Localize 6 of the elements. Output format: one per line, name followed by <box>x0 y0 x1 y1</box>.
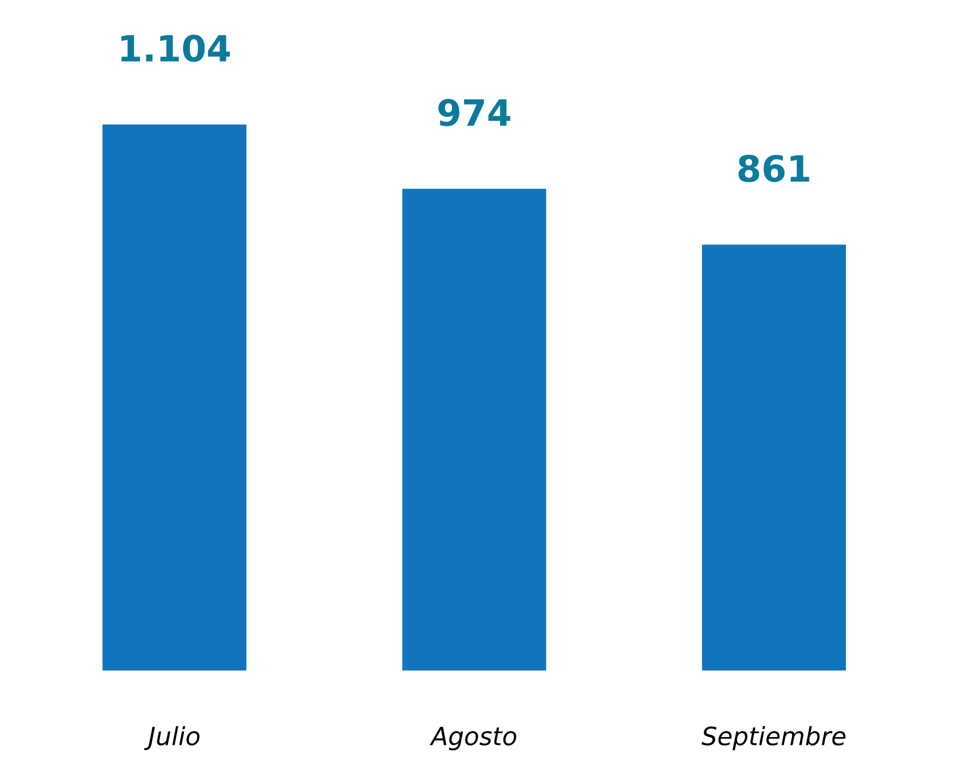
data-label: 1.104 <box>121 34 230 62</box>
x-tick-label: Julio <box>144 726 200 750</box>
data-label: 974 <box>438 98 510 126</box>
x-tick-label: Agosto <box>430 726 516 750</box>
x-tick-label: Septiembre <box>702 726 846 750</box>
data-label: 861 <box>738 154 810 182</box>
